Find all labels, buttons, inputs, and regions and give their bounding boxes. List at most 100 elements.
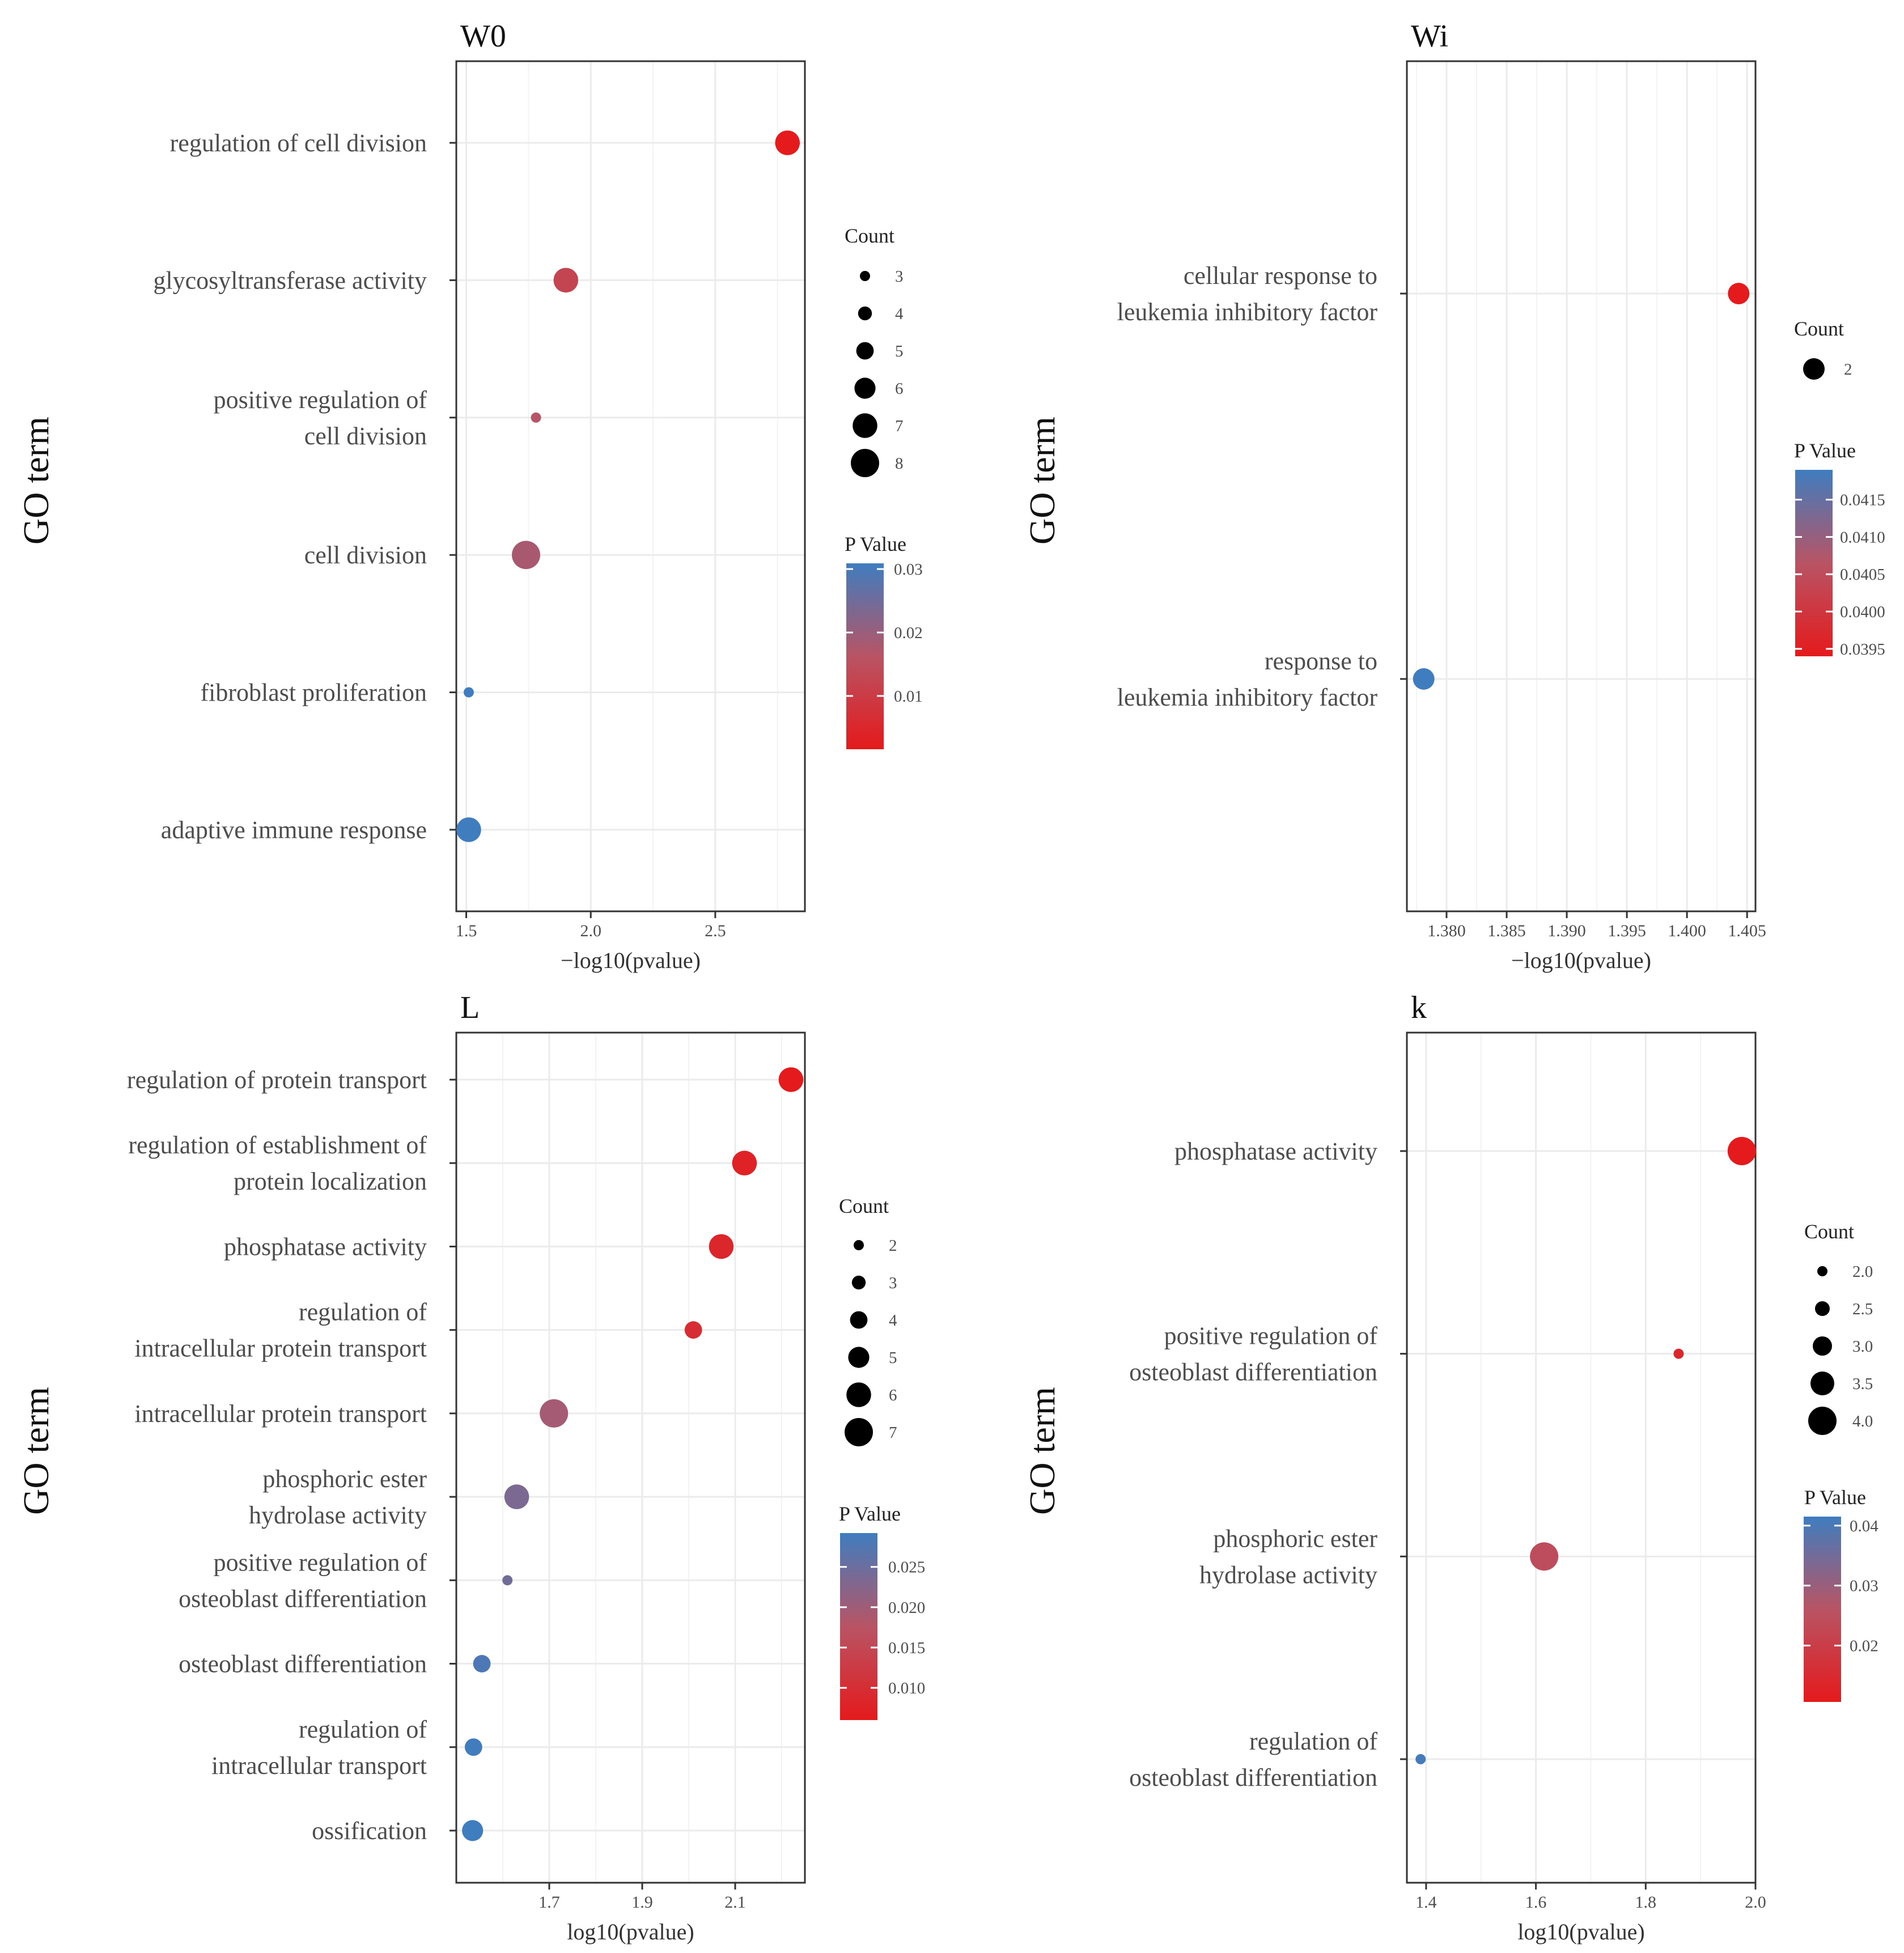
term-label: hydrolase activity — [249, 1501, 427, 1529]
x-tick-label: 2.0 — [580, 922, 601, 940]
legend-count-key — [851, 1275, 866, 1290]
x-tick-label: 1.405 — [1728, 922, 1766, 940]
legend-count-key — [1808, 1407, 1837, 1435]
legend-pvalue-colorbar — [1804, 1517, 1841, 1702]
legend-count-key — [1815, 1301, 1830, 1316]
point — [1728, 283, 1750, 304]
panel-k: k 1.4 1.6 1.8 2.0 log10(pvalue) GO term phospha… — [1022, 990, 1878, 1944]
legend-count-label: 6 — [889, 1386, 897, 1404]
legend-count: Count 2.0 2.5 3.0 3.5 4.0 — [1804, 1220, 1873, 1435]
legend-count-key — [854, 377, 876, 399]
legend-pvalue-colorbar — [1795, 470, 1833, 656]
legend-count-label: 2.5 — [1852, 1300, 1873, 1318]
legend-count-title: Count — [1804, 1220, 1854, 1243]
legend-count-key — [1813, 1336, 1832, 1356]
term-label: cell division — [304, 541, 427, 569]
plot-frame — [1406, 1031, 1757, 1884]
legend-pvalue-label: 0.04 — [1850, 1517, 1878, 1535]
legend-count-key — [858, 306, 872, 321]
point — [473, 1655, 491, 1672]
y-axis-title: GO term — [16, 1387, 56, 1515]
term-label: regulation of — [299, 1716, 427, 1743]
legend-pvalue-label: 0.03 — [1850, 1577, 1878, 1595]
legend-count-key — [850, 1311, 868, 1329]
panel-Wi: Wi 1.380 1.385 1.390 1.395 1.400 1.405 −log10(p… — [1022, 19, 1885, 973]
panel-title: k — [1411, 990, 1427, 1025]
point — [1415, 1754, 1426, 1764]
point — [1413, 668, 1435, 690]
legend-pvalue-title: P Value — [845, 533, 906, 555]
point — [732, 1150, 757, 1176]
legend-count-label: 6 — [895, 380, 904, 398]
panels: W01.5 2.0 2.5−log10(pvalue)GO termregulati… — [16, 19, 1885, 1944]
legend-pvalue-title: P Value — [1794, 439, 1856, 462]
legend-pvalue-label: 0.0395 — [1840, 640, 1885, 659]
legend-count-title: Count — [839, 1195, 889, 1217]
legend-count-label: 3.5 — [1852, 1375, 1873, 1393]
legend-count-key — [845, 1418, 873, 1446]
point — [553, 268, 579, 293]
x-tick-label: 2.1 — [724, 1893, 746, 1912]
x-tick-label: 1.380 — [1427, 922, 1466, 940]
point — [1673, 1348, 1684, 1359]
legend-pvalue-label: 0.02 — [894, 624, 923, 642]
x-axis-title: log10(pvalue) — [1517, 1919, 1644, 1944]
panel-title: Wi — [1411, 19, 1448, 54]
x-tick-label: 1.8 — [1635, 1893, 1657, 1912]
point — [512, 541, 540, 570]
x-tick-label: 2.0 — [1745, 1893, 1766, 1912]
legend-pvalue-label: 0.010 — [888, 1679, 925, 1697]
term-label: phosphatase activity — [224, 1233, 427, 1260]
legend-pvalue: P Value 0.010 0.015 0.020 0.025 — [839, 1502, 925, 1720]
legend-pvalue-label: 0.02 — [1850, 1637, 1878, 1655]
legend-pvalue: P Value 0.0395 0.0400 0.0405 0.0410 0.0415 — [1794, 439, 1885, 659]
term-label: regulation of — [299, 1298, 427, 1326]
legend-count-key — [853, 413, 877, 438]
point — [464, 1738, 482, 1756]
term-label: intracellular protein transport — [134, 1335, 427, 1362]
term-label: fibroblast proliferation — [200, 679, 427, 707]
legend-pvalue-label: 0.01 — [894, 687, 923, 706]
legend-pvalue-label: 0.020 — [888, 1599, 925, 1617]
x-axis-title: log10(pvalue) — [567, 1919, 694, 1944]
term-label: regulation of cell division — [170, 129, 427, 157]
term-label: positive regulation of — [1164, 1322, 1378, 1350]
legend-count-label: 2 — [889, 1237, 897, 1255]
legend-count-label: 8 — [895, 455, 904, 473]
legend-pvalue-title: P Value — [1804, 1486, 1866, 1509]
term-label: hydrolase activity — [1199, 1561, 1377, 1589]
x-tick-label: 1.390 — [1547, 922, 1586, 940]
legend-count-label: 5 — [889, 1349, 897, 1367]
legend-count-label: 4 — [895, 305, 904, 323]
point — [775, 130, 800, 155]
term-label: positive regulation of — [214, 1548, 427, 1576]
legend-count-key — [846, 1382, 871, 1407]
legend-count-label: 2.0 — [1852, 1263, 1873, 1281]
legend-pvalue-label: 0.015 — [888, 1639, 925, 1657]
term-label: cell division — [304, 422, 427, 450]
term-label: intracellular protein transport — [134, 1400, 427, 1428]
legend-count-key — [854, 1240, 864, 1250]
term-label: leukemia inhibitory factor — [1117, 683, 1378, 711]
point — [531, 412, 541, 423]
term-label: regulation of — [1249, 1727, 1377, 1755]
term-label: osteoblast differentiation — [1129, 1764, 1377, 1791]
panel-W0: W0 1.5 2.0 2.5−log10(pvalue) GO term regulati… — [16, 19, 923, 973]
legend-count-label: 3.0 — [1852, 1338, 1873, 1356]
panel-title: L — [460, 990, 480, 1025]
x-tick-label: 1.6 — [1525, 1893, 1547, 1912]
term-label: positive regulation of — [214, 386, 427, 414]
legend-count: Count 2 3 4 5 6 7 — [839, 1195, 897, 1446]
term-label: ossification — [312, 1817, 427, 1845]
y-axis-title: GO term — [1022, 417, 1062, 545]
term-label: osteoblast differentiation — [179, 1650, 427, 1678]
term-label: osteoblast differentiation — [179, 1585, 427, 1612]
point — [1530, 1542, 1559, 1571]
legend-pvalue-label: 0.03 — [894, 561, 923, 579]
term-label: protein localization — [234, 1167, 427, 1195]
point — [778, 1067, 804, 1092]
legend-count-label: 7 — [889, 1424, 897, 1442]
legend-count-title: Count — [1794, 317, 1844, 340]
